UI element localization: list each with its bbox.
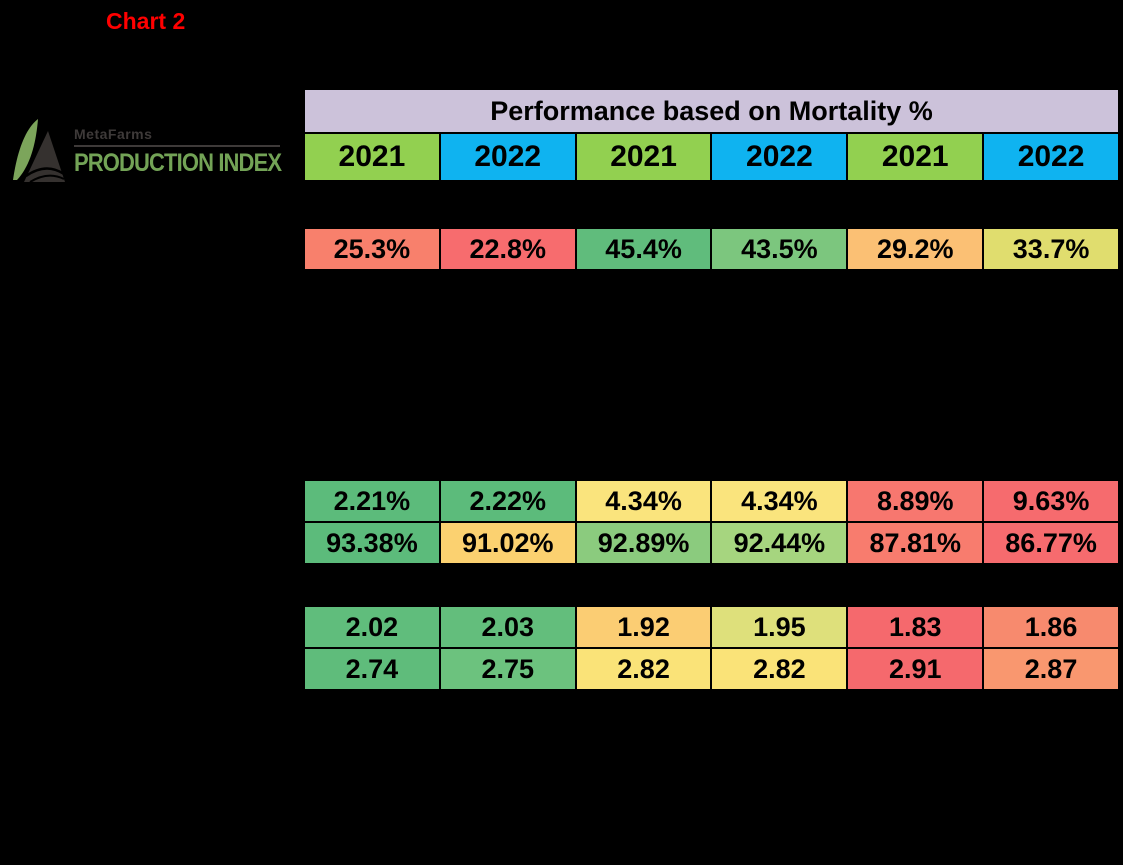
data-cell: 2.82 [712,649,847,689]
year-header-row: 2021 2022 2021 2022 2021 2022 [305,134,1118,180]
year-header-cell: 2021 [848,134,983,180]
data-cell: 2.91 [848,649,983,689]
table-row: 2.21% 2.22% 4.34% 4.34% 8.89% 9.63% [305,481,1118,521]
data-cell: 29.2% [848,229,983,269]
data-cell: 92.44% [712,523,847,563]
data-cell: 2.02 [305,607,439,647]
data-cell: 93.38% [305,523,439,563]
data-band: 2.02 2.03 1.92 1.95 1.83 1.86 2.74 2.75 2.82 2.82… [305,605,1118,689]
data-cell: 2.74 [305,649,439,689]
table-title-header: Performance based on Mortality % [305,90,1118,132]
table-row: 2.74 2.75 2.82 2.82 2.91 2.87 [305,649,1118,689]
data-cell: 4.34% [576,481,711,521]
data-cell: 25.3% [305,229,439,269]
table-row: 93.38% 91.02% 92.89% 92.44% 87.81% 86.77% [305,523,1118,563]
logo-text-block: MetaFarms PRODUCTION INDEX [74,126,309,178]
logo-brand-text: MetaFarms [74,126,153,142]
data-cell: 43.5% [712,229,847,269]
data-cell: 87.81% [848,523,983,563]
data-cell: 45.4% [576,229,711,269]
table-row: 2.02 2.03 1.92 1.95 1.83 1.86 [305,607,1118,647]
data-cell: 2.22% [440,481,575,521]
data-cell: 1.92 [576,607,711,647]
chart-title: Chart 2 [106,8,186,34]
data-cell: 8.89% [848,481,983,521]
year-header-cell: 2021 [576,134,711,180]
data-cell: 1.95 [712,607,847,647]
data-cell: 2.21% [305,481,439,521]
data-band: 25.3% 22.8% 45.4% 43.5% 29.2% 33.7% [305,227,1118,269]
data-cell: 4.34% [712,481,847,521]
year-header-cell: 2022 [712,134,847,180]
data-cell: 1.83 [848,607,983,647]
data-cell: 2.82 [576,649,711,689]
year-header-cell: 2022 [440,134,575,180]
data-cell: 2.75 [440,649,575,689]
data-band: 2.21% 2.22% 4.34% 4.34% 8.89% 9.63% 93.38% 91.0… [305,479,1118,563]
data-cell: 2.87 [984,649,1118,689]
metafarms-logo-icon [13,119,65,183]
year-header-cell: 2021 [305,134,439,180]
data-cell: 22.8% [440,229,575,269]
data-cell: 86.77% [984,523,1118,563]
data-cell: 33.7% [984,229,1118,269]
data-cell: 9.63% [984,481,1118,521]
metafarms-logo: MetaFarms PRODUCTION INDEX [8,116,309,186]
data-cell: 1.86 [984,607,1118,647]
data-cell: 92.89% [576,523,711,563]
table-row: 25.3% 22.8% 45.4% 43.5% 29.2% 33.7% [305,229,1118,269]
logo-divider [74,145,280,147]
data-cell: 2.03 [440,607,575,647]
year-header-cell: 2022 [984,134,1118,180]
performance-table: Performance based on Mortality % 2021 202… [305,90,1118,180]
logo-product-text: PRODUCTION INDEX [74,149,282,177]
data-cell: 91.02% [440,523,575,563]
